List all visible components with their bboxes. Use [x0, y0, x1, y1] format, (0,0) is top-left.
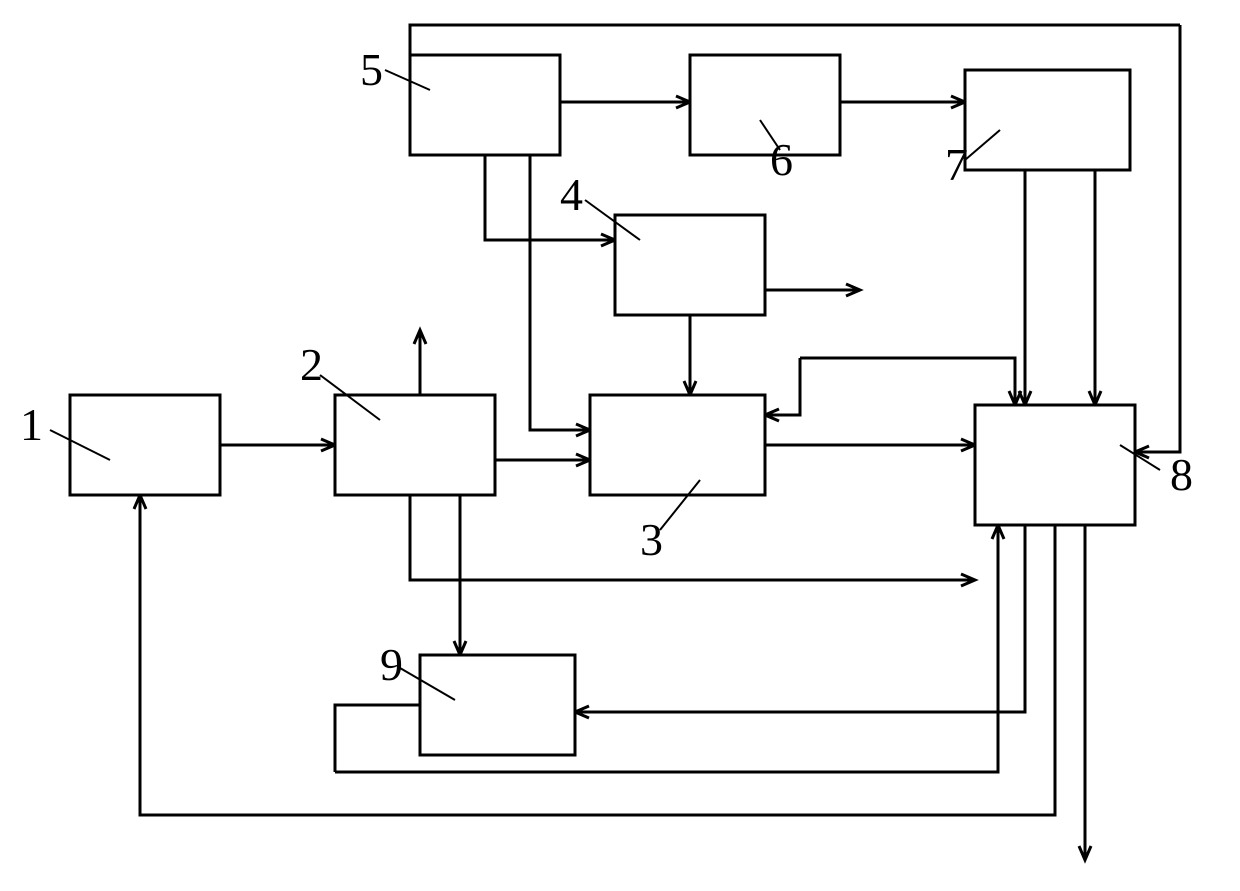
edge: [1135, 25, 1180, 452]
edge: [485, 155, 615, 240]
edge: [335, 705, 420, 772]
node-n5: [410, 55, 560, 155]
edge: [140, 495, 1055, 815]
node-n1: [70, 395, 220, 495]
edge: [940, 358, 1015, 405]
node-n6: [690, 55, 840, 155]
edge: [410, 495, 975, 580]
node-n2: [335, 395, 495, 495]
node-n4: [615, 215, 765, 315]
node-label-n6: 6: [770, 134, 793, 185]
node-n8: [975, 405, 1135, 525]
node-label-n2: 2: [300, 339, 323, 390]
node-label-n3: 3: [640, 514, 663, 565]
node-n9: [420, 655, 575, 755]
node-label-n1: 1: [20, 399, 43, 450]
node-n3: [590, 395, 765, 495]
node-label-n7: 7: [945, 139, 968, 190]
node-label-n8: 8: [1170, 449, 1193, 500]
node-n7: [965, 70, 1130, 170]
node-label-n4: 4: [560, 169, 583, 220]
node-label-n5: 5: [360, 44, 383, 95]
node-label-n9: 9: [380, 639, 403, 690]
edge: [765, 358, 800, 415]
block-diagram: 1 2 3 4 5 6 7 8 9: [0, 0, 1240, 891]
